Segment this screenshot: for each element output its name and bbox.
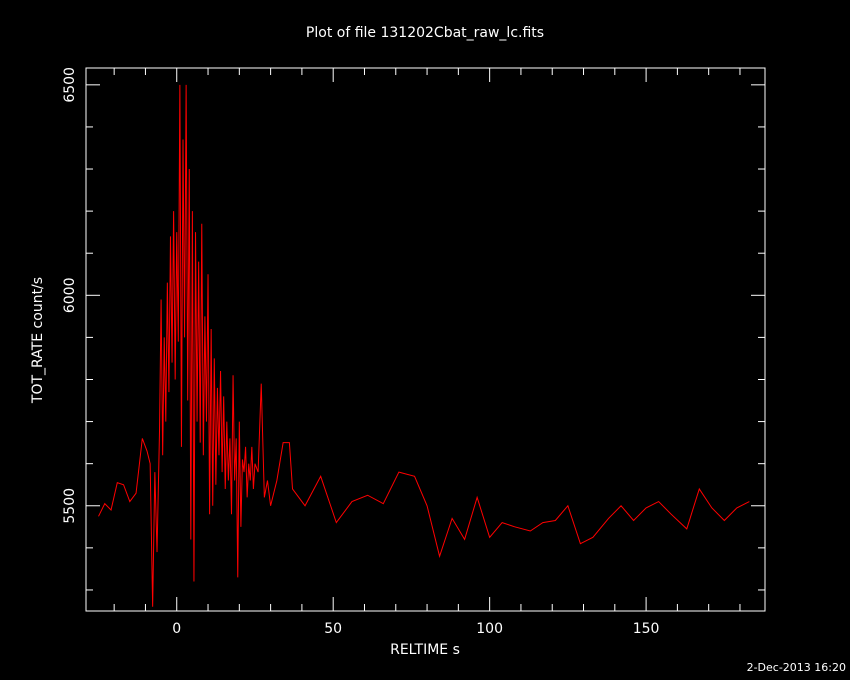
x-tick-label: 0 (172, 621, 181, 637)
y-tick-label: 6000 (62, 277, 78, 313)
y-tick-label: 6500 (62, 67, 78, 103)
chart-title: Plot of file 131202Cbat_raw_lc.fits (306, 25, 544, 41)
x-axis-label: RELTIME s (390, 642, 460, 658)
data-line (98, 84, 750, 607)
y-axis-label: TOT_RATE count/s (30, 277, 46, 404)
footer: 2-Dec-2013 16:20 (747, 661, 846, 674)
plot-frame (85, 67, 766, 612)
x-tick-label: 150 (633, 621, 660, 637)
y-tick-label: 5500 (62, 488, 78, 524)
x-tick-label: 100 (476, 621, 503, 637)
x-tick-label: 50 (324, 621, 342, 637)
